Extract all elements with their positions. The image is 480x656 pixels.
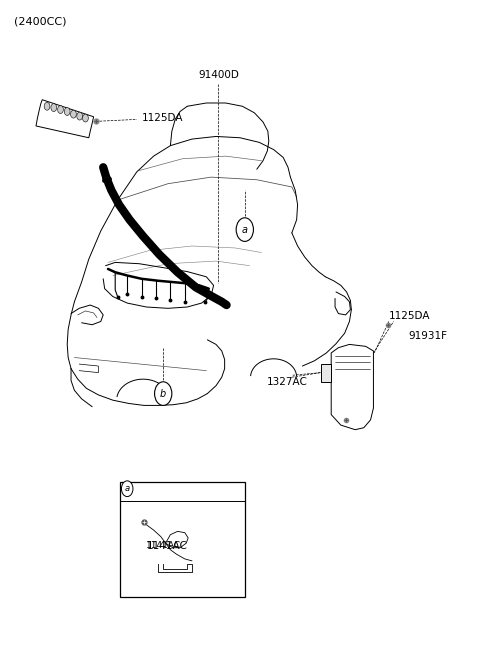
Circle shape — [236, 218, 253, 241]
Text: 1141AC: 1141AC — [146, 541, 181, 550]
Text: 1141AC: 1141AC — [146, 541, 187, 551]
Polygon shape — [321, 364, 331, 382]
Text: a: a — [242, 224, 248, 235]
Text: 1125DA: 1125DA — [142, 113, 183, 123]
Text: a: a — [125, 484, 130, 493]
Circle shape — [83, 114, 88, 122]
Circle shape — [71, 110, 76, 118]
Circle shape — [44, 102, 50, 110]
Polygon shape — [331, 344, 373, 430]
Circle shape — [121, 481, 133, 497]
Text: 91400D: 91400D — [198, 70, 239, 80]
Bar — [120, 482, 245, 597]
Circle shape — [58, 106, 63, 113]
Text: (2400CC): (2400CC) — [14, 16, 67, 26]
Text: 1327AC: 1327AC — [266, 377, 307, 387]
Text: 91931F: 91931F — [408, 331, 447, 341]
Circle shape — [64, 108, 70, 115]
Text: 1125DA: 1125DA — [389, 312, 430, 321]
Circle shape — [155, 382, 172, 405]
Polygon shape — [36, 100, 94, 138]
Circle shape — [51, 104, 57, 112]
Text: b: b — [160, 388, 167, 399]
Circle shape — [77, 112, 83, 120]
